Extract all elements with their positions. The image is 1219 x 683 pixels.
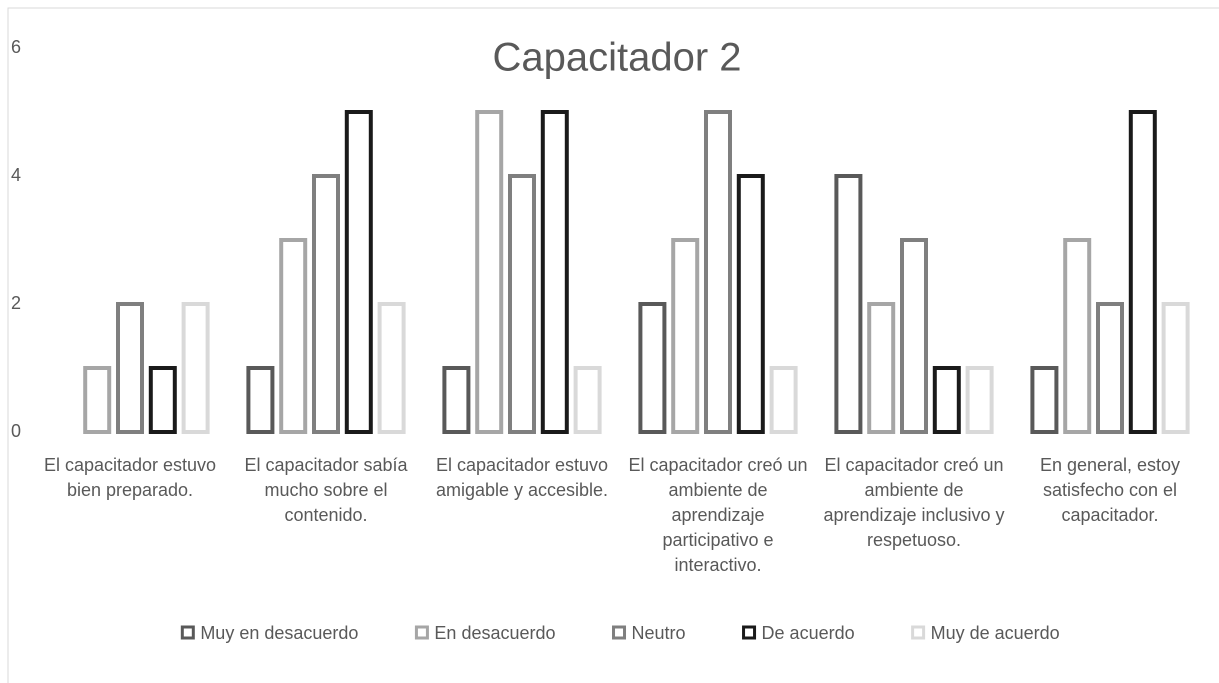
bar bbox=[1096, 302, 1124, 434]
x-tick-label: El capacitador creó un ambiente de aprendi… bbox=[628, 455, 807, 575]
bar bbox=[769, 366, 798, 434]
bar bbox=[1128, 110, 1157, 434]
x-tick-label-line: El capacitador creó un bbox=[628, 455, 807, 475]
legend-label: Neutro bbox=[632, 623, 686, 643]
bar bbox=[1063, 238, 1092, 434]
y-tick-label: 0 bbox=[11, 421, 21, 441]
bar bbox=[181, 302, 210, 434]
bar bbox=[834, 174, 863, 434]
x-tick-label: El capacitador estuvo amigable y accesibl… bbox=[436, 455, 608, 500]
bar bbox=[475, 110, 504, 434]
bar bbox=[573, 366, 602, 434]
x-tick-label-line: contenido. bbox=[284, 505, 367, 525]
bar bbox=[736, 174, 765, 434]
bar bbox=[148, 366, 177, 434]
x-tick-label-line: amigable y accesible. bbox=[436, 480, 608, 500]
bar bbox=[344, 110, 373, 434]
x-tick-label-line: El capacitador creó un bbox=[824, 455, 1003, 475]
y-tick-label: 2 bbox=[11, 293, 21, 313]
legend-label: Muy de acuerdo bbox=[931, 623, 1060, 643]
x-tick-label: El capacitador creó un ambiente de aprendi… bbox=[823, 455, 1004, 550]
x-tick-label-line: interactivo. bbox=[674, 555, 761, 575]
bar bbox=[508, 174, 536, 434]
legend-marker bbox=[612, 625, 627, 640]
bar bbox=[1161, 302, 1190, 434]
x-tick-label-line: El capacitador estuvo bbox=[44, 455, 216, 475]
legend-marker bbox=[414, 625, 429, 640]
bar bbox=[965, 366, 994, 434]
x-tick-label-line: mucho sobre el bbox=[264, 480, 387, 500]
x-tick-label: El capacitador estuvo bien preparado. bbox=[44, 455, 216, 500]
x-tick-label-line: ambiente de bbox=[864, 480, 963, 500]
bar bbox=[932, 366, 961, 434]
x-tick-label-line: capacitador. bbox=[1061, 505, 1158, 525]
x-tick-label-line: En general, estoy bbox=[1040, 455, 1180, 475]
x-tick-label-line: ambiente de bbox=[668, 480, 767, 500]
x-tick-label-line: aprendizaje bbox=[671, 505, 764, 525]
x-tick-label-line: satisfecho con el bbox=[1043, 480, 1177, 500]
bar bbox=[867, 302, 896, 434]
legend-marker bbox=[911, 625, 926, 640]
y-tick-label: 4 bbox=[11, 165, 21, 185]
legend-marker bbox=[180, 625, 195, 640]
x-tick-label-line: El capacitador sabía bbox=[244, 455, 408, 475]
bar bbox=[704, 110, 732, 434]
bar bbox=[671, 238, 700, 434]
x-tick-label: El capacitador sabía mucho sobre el conten… bbox=[244, 455, 408, 525]
bar bbox=[377, 302, 406, 434]
bar bbox=[279, 238, 308, 434]
bar bbox=[312, 174, 340, 434]
x-tick-label: En general, estoy satisfecho con el capaci… bbox=[1040, 455, 1180, 525]
bar bbox=[116, 302, 144, 434]
x-tick-label-line: El capacitador estuvo bbox=[436, 455, 608, 475]
bar bbox=[540, 110, 569, 434]
legend-label: En desacuerdo bbox=[434, 623, 555, 643]
legend-label: De acuerdo bbox=[762, 623, 855, 643]
x-tick-label-line: aprendizaje inclusivo y bbox=[823, 505, 1004, 525]
y-tick-label: 6 bbox=[11, 37, 21, 57]
legend: Muy en desacuerdo En desacuerdo Neutro De a… bbox=[180, 623, 1060, 643]
bar bbox=[638, 302, 667, 434]
x-tick-label-line: bien preparado. bbox=[67, 480, 193, 500]
x-tick-label-line: respetuoso. bbox=[867, 530, 961, 550]
legend-marker bbox=[742, 625, 757, 640]
bar bbox=[1030, 366, 1059, 434]
chart-title: Capacitador 2 bbox=[492, 36, 741, 80]
x-tick-label-line: participativo e bbox=[662, 530, 773, 550]
bar bbox=[900, 238, 928, 434]
bar bbox=[83, 366, 112, 434]
legend-label: Muy en desacuerdo bbox=[200, 623, 358, 643]
bar bbox=[442, 366, 471, 434]
bar bbox=[246, 366, 275, 434]
chart-frame bbox=[7, 7, 1219, 683]
